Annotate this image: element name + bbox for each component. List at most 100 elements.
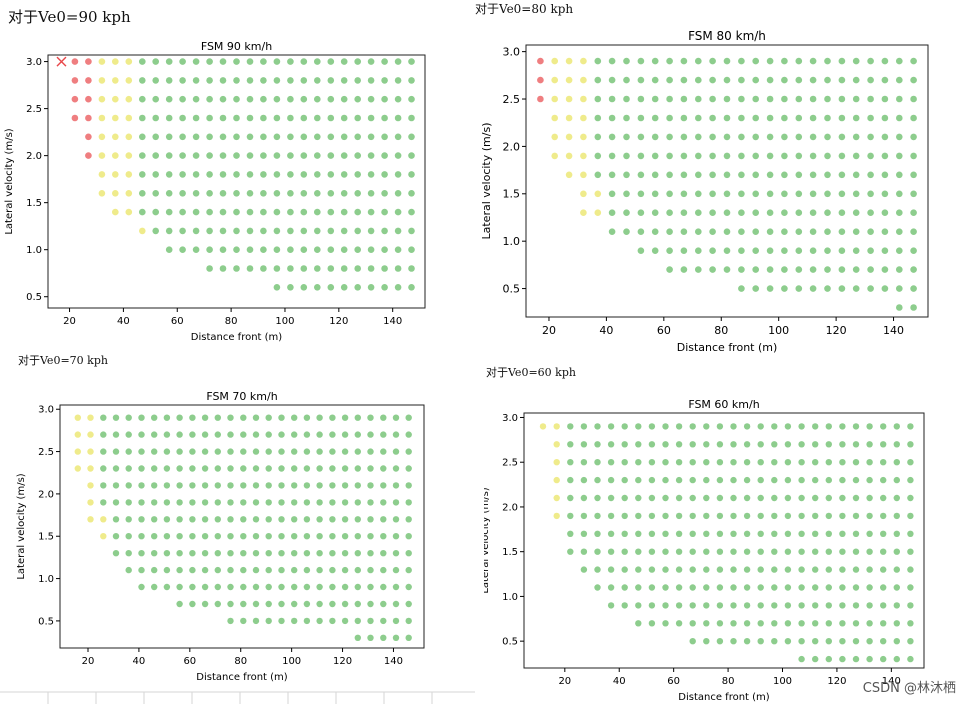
data-point-green — [838, 190, 846, 198]
data-point-green — [910, 114, 917, 122]
data-point-green — [716, 423, 724, 430]
data-point-green — [824, 190, 831, 198]
data-point-green — [329, 482, 336, 489]
data-point-green — [703, 548, 710, 555]
data-point-green — [662, 548, 669, 555]
data-point-yellow — [125, 171, 133, 178]
data-point-green — [666, 190, 673, 198]
data-point-green — [287, 265, 294, 272]
data-point-green — [738, 76, 745, 84]
data-point-green — [824, 152, 831, 160]
data-point-green — [709, 57, 716, 65]
data-point-green — [812, 459, 819, 466]
data-point-green — [896, 114, 903, 122]
data-point-green — [316, 499, 323, 506]
data-point-yellow — [580, 209, 587, 216]
data-point-yellow — [125, 208, 133, 216]
data-point-green — [623, 190, 630, 198]
plot-frame — [59, 404, 425, 649]
data-point-green — [316, 533, 323, 540]
chart-panel-80: FSM 80 km/h 20 40 60 80 100 120 140 0.5 1.0 1.5 2.0… — [478, 28, 958, 358]
data-point-green — [192, 58, 200, 65]
data-point-green — [163, 499, 171, 506]
spreadsheet-gridlines — [0, 691, 475, 704]
data-point-green — [152, 114, 159, 122]
data-point-green — [757, 620, 764, 627]
data-point-green — [703, 566, 710, 573]
data-point-green — [381, 58, 388, 65]
data-point-green — [695, 76, 702, 84]
data-point-green — [766, 209, 774, 216]
data-point-green — [757, 441, 764, 448]
data-point-green — [100, 448, 107, 455]
data-point-green — [567, 459, 574, 466]
data-point-green — [608, 57, 616, 65]
data-point-green — [866, 459, 873, 466]
data-point-green — [852, 76, 860, 84]
data-point-green — [662, 441, 669, 448]
data-point-green — [680, 190, 688, 198]
data-point-green — [766, 190, 774, 198]
data-point-green — [771, 566, 778, 573]
data-point-green — [408, 227, 415, 235]
data-point-green — [798, 620, 805, 627]
data-point-green — [709, 190, 716, 198]
data-point-green — [300, 284, 308, 291]
data-point-yellow — [87, 516, 94, 523]
data-point-green — [405, 499, 412, 506]
data-point-green — [852, 114, 860, 122]
data-point-green — [689, 548, 696, 555]
data-point-green — [260, 133, 267, 141]
data-point-green — [273, 265, 281, 272]
data-point-green — [381, 227, 388, 235]
data-point-green — [265, 482, 272, 489]
data-point-green — [138, 516, 145, 523]
data-point-green — [380, 533, 387, 540]
data-point-green — [163, 550, 171, 557]
data-point-green — [766, 57, 774, 65]
data-point-green — [743, 566, 751, 573]
data-point-green — [839, 423, 846, 430]
data-point-green — [394, 208, 402, 216]
data-point-green — [252, 533, 260, 540]
data-point-green — [812, 602, 819, 609]
data-point-green — [408, 284, 415, 291]
data-point-green — [798, 459, 805, 466]
data-point-yellow — [553, 476, 560, 484]
data-point-green — [354, 583, 361, 591]
data-point-green — [880, 638, 887, 645]
data-point-green — [341, 431, 349, 438]
data-point-green — [723, 114, 731, 122]
y-axis-label: Lateral velocity (m/s) — [4, 128, 15, 234]
data-point-green — [738, 95, 745, 103]
data-point-green — [730, 494, 737, 502]
data-point-yellow — [125, 58, 133, 65]
data-point-green — [795, 114, 803, 122]
data-point-green — [165, 58, 173, 65]
data-point-green — [233, 114, 240, 122]
x-tick-label: 140 — [883, 324, 904, 337]
data-point-green — [723, 57, 731, 65]
data-point-yellow — [112, 77, 119, 84]
data-point-green — [139, 208, 146, 216]
data-point-yellow — [125, 152, 133, 159]
data-point-yellow — [74, 465, 82, 472]
data-point-green — [784, 459, 792, 466]
data-point-green — [637, 114, 645, 122]
chart-title: FSM 70 km/h — [206, 390, 277, 403]
data-point-green — [152, 208, 159, 216]
data-point-green — [303, 516, 311, 523]
y-tick-label: 0.5 — [502, 637, 518, 648]
data-point-green — [784, 566, 792, 573]
data-point-green — [219, 133, 227, 141]
data-point-green — [838, 152, 846, 160]
data-point-green — [784, 584, 792, 591]
data-point-green — [341, 550, 349, 557]
data-point-green — [367, 566, 374, 574]
data-point-green — [327, 246, 335, 253]
data-point-green — [881, 266, 889, 273]
data-point-green — [327, 190, 335, 197]
data-point-green — [278, 499, 285, 506]
data-point-green — [907, 584, 914, 591]
data-point-green — [709, 95, 716, 103]
